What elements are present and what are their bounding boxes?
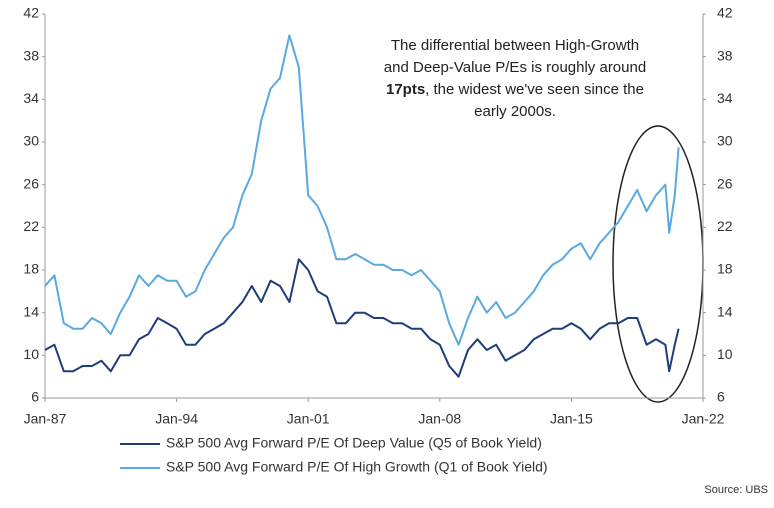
y2-tick-label: 42 bbox=[717, 5, 733, 21]
series-line bbox=[44, 258, 680, 378]
y-tick-label: 34 bbox=[23, 90, 39, 106]
y2-tick-label: 6 bbox=[717, 389, 725, 405]
x-tick-label: Jan-94 bbox=[155, 411, 198, 427]
y-tick-label: 26 bbox=[23, 175, 39, 191]
y-tick-label: 14 bbox=[23, 303, 39, 319]
legend-label: S&P 500 Avg Forward P/E Of High Growth (… bbox=[166, 459, 548, 475]
annotation: early 2000s. bbox=[474, 103, 556, 120]
series-line bbox=[44, 34, 680, 346]
y-tick-label: 42 bbox=[23, 5, 39, 21]
y2-tick-label: 34 bbox=[717, 90, 733, 106]
annotation-text: 17pts bbox=[386, 81, 425, 98]
y2-tick-label: 10 bbox=[717, 346, 733, 362]
x-tick-label: Jan-01 bbox=[287, 411, 330, 427]
y2-tick-label: 14 bbox=[717, 303, 733, 319]
y-tick-label: 10 bbox=[23, 346, 39, 362]
y2-tick-label: 18 bbox=[717, 261, 733, 277]
y2-tick-label: 22 bbox=[717, 218, 733, 234]
y-tick-label: 30 bbox=[23, 133, 39, 149]
y2-tick-label: 38 bbox=[717, 47, 733, 63]
y-tick-label: 38 bbox=[23, 47, 39, 63]
source: Source: UBS bbox=[704, 484, 768, 496]
y-tick-label: 22 bbox=[23, 218, 39, 234]
y2-tick-label: 30 bbox=[717, 133, 733, 149]
y-tick-label: 18 bbox=[23, 261, 39, 277]
x-tick-label: Jan-87 bbox=[24, 411, 67, 427]
legend-label: S&P 500 Avg Forward P/E Of Deep Value (Q… bbox=[166, 435, 542, 451]
y-tick-label: 6 bbox=[31, 389, 39, 405]
annotation-text: , the widest we've seen since the bbox=[425, 81, 644, 98]
x-tick-label: Jan-22 bbox=[682, 411, 725, 427]
annotation: and Deep-Value P/Es is roughly around bbox=[384, 59, 646, 76]
x-tick-label: Jan-08 bbox=[418, 411, 461, 427]
y2-tick-label: 26 bbox=[717, 175, 733, 191]
annotation: The differential between High-Growth bbox=[391, 37, 639, 54]
x-tick-label: Jan-15 bbox=[550, 411, 593, 427]
annotation: 17pts, the widest we've seen since the bbox=[386, 81, 644, 98]
highlight-ellipse bbox=[612, 125, 704, 403]
